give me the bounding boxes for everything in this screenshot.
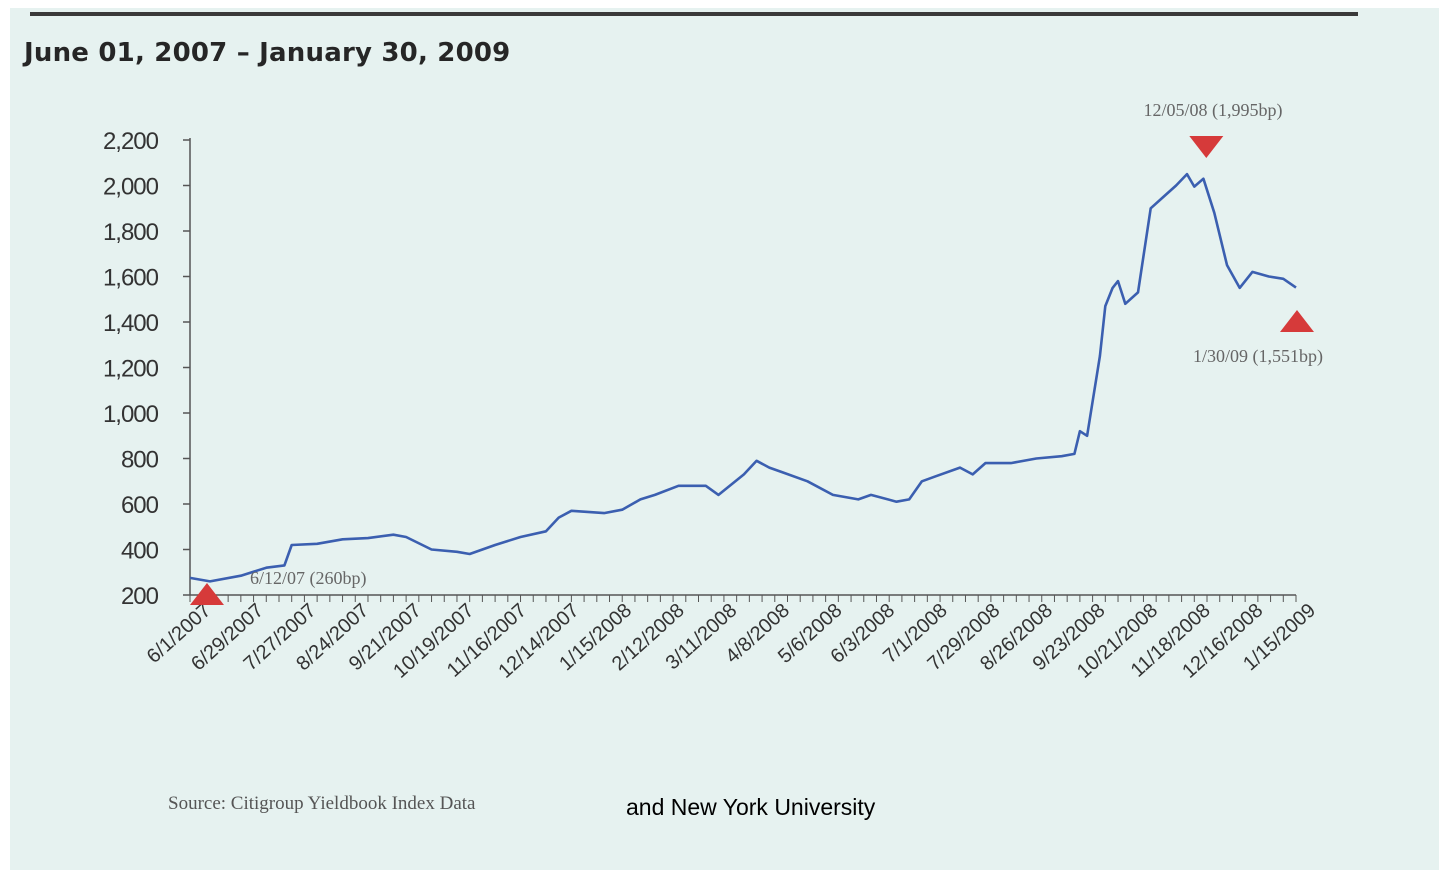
chart-annotations: 6/12/07 (260bp) 12/05/08 (1,995bp) 1/30/09…	[189, 100, 1323, 605]
y-tick-label: 400	[121, 538, 159, 565]
y-tick-label: 200	[121, 583, 159, 610]
y-tick-label: 2,200	[103, 128, 159, 155]
series-line-spread	[189, 172, 1297, 583]
peak-annotation-label: 12/05/08 (1,995bp)	[1144, 100, 1283, 121]
y-tick-label: 1,200	[103, 356, 159, 383]
y-tick-label: 600	[121, 492, 159, 519]
x-axis-ticks: 6/1/20076/29/20077/27/20078/24/20079/21/…	[143, 595, 1320, 683]
page-background	[10, 8, 1439, 870]
end-annotation-label: 1/30/09 (1,551bp)	[1193, 346, 1323, 367]
y-tick-label: 1,800	[103, 219, 159, 246]
y-tick-label: 1,000	[103, 401, 159, 428]
y-axis-ticks: 2,200 2,000 1,800 1,600 1,400 1,200 1,000 800 60…	[103, 128, 190, 610]
y-tick-label: 1,600	[103, 265, 159, 292]
source-note-extra: and New York University	[626, 794, 876, 820]
end-marker-up-triangle	[1280, 310, 1314, 332]
top-rule	[30, 12, 1358, 16]
chart-axes	[189, 138, 1296, 596]
start-annotation-label: 6/12/07 (260bp)	[250, 568, 366, 589]
peak-marker-down-triangle	[1189, 136, 1224, 158]
chart-title: June 01, 2007 – January 30, 2009	[24, 38, 511, 68]
start-marker-up-triangle	[189, 583, 224, 605]
y-tick-label: 2,000	[103, 174, 159, 201]
y-tick-label: 1,400	[103, 310, 159, 337]
y-tick-label: 800	[121, 447, 159, 474]
source-note: Source: Citigroup Yieldbook Index Data	[168, 793, 476, 814]
